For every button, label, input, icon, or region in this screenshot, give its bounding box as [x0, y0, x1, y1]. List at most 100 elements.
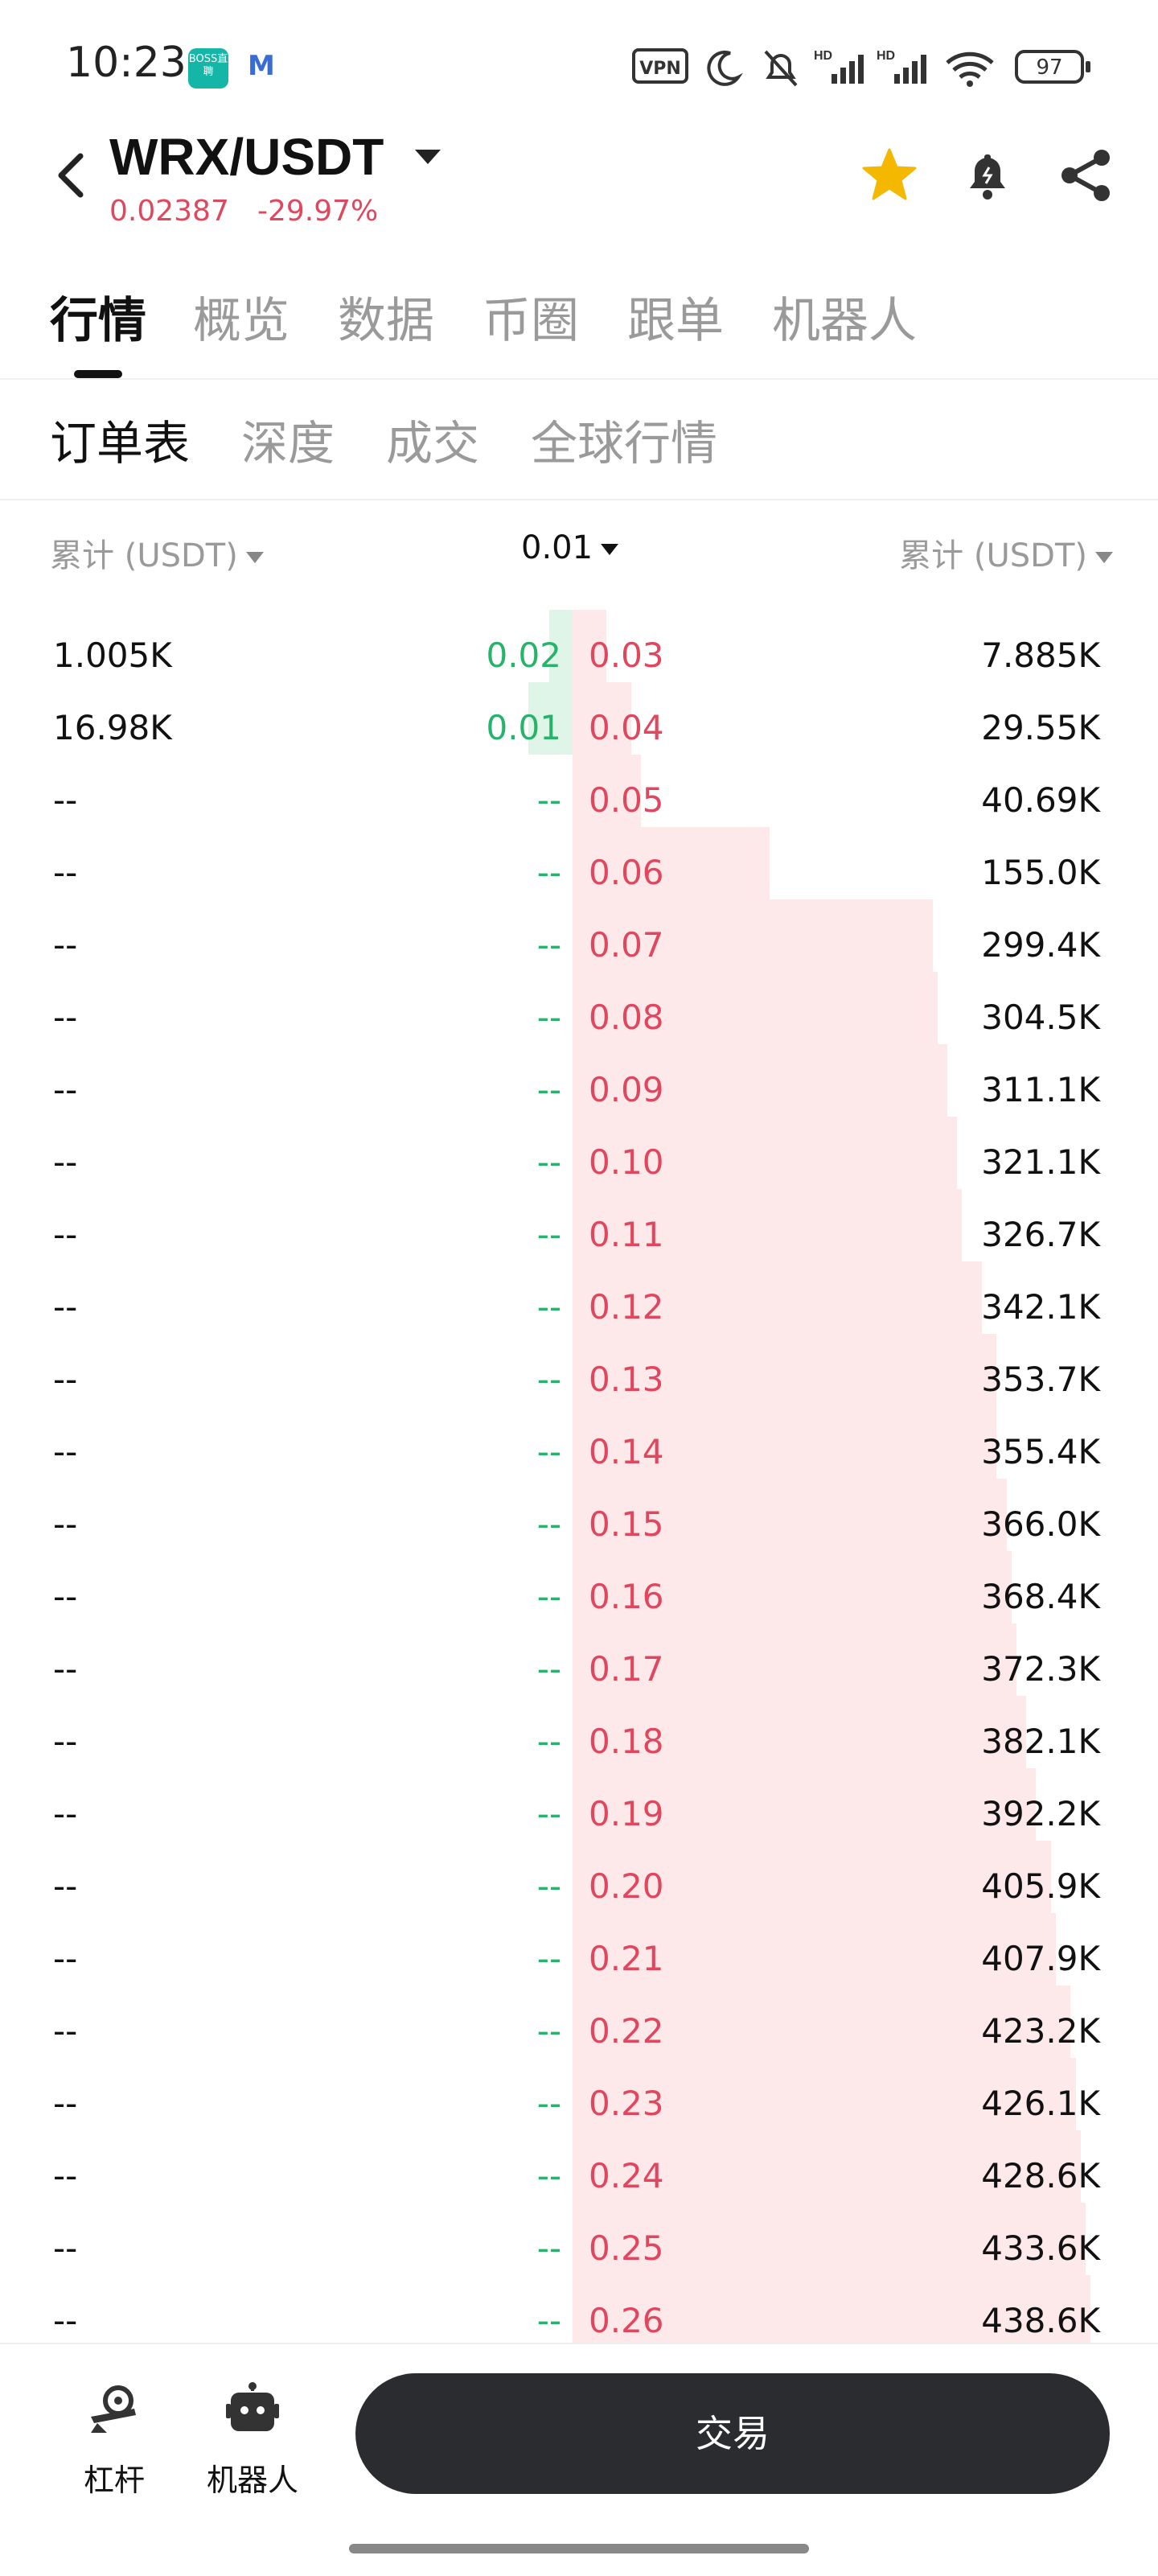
order-book-row[interactable]: -- -- 0.05 40.69K [0, 764, 1158, 837]
order-book-row[interactable]: -- -- 0.26 438.6K [0, 2285, 1158, 2343]
subtab-global-market[interactable]: 全球行情 [531, 416, 718, 471]
order-book-row[interactable]: -- -- 0.24 428.6K [0, 2140, 1158, 2212]
ask-total: 342.1K [981, 1287, 1100, 1327]
bid-total: -- [53, 2301, 78, 2340]
trade-button[interactable]: 交易 [355, 2373, 1110, 2494]
order-book-row[interactable]: -- -- 0.20 405.9K [0, 1850, 1158, 1923]
order-book-row[interactable]: -- -- 0.19 392.2K [0, 1778, 1158, 1850]
robot-button[interactable]: 机器人 [196, 2381, 309, 2500]
ask-price: 0.21 [589, 1939, 664, 1978]
subtab-order-book[interactable]: 订单表 [50, 416, 191, 471]
bid-total: -- [53, 1287, 78, 1327]
order-book-row[interactable]: -- -- 0.25 433.6K [0, 2212, 1158, 2285]
bid-total: -- [53, 2228, 78, 2268]
favorite-star-icon[interactable] [859, 145, 920, 206]
tab-overview[interactable]: 概览 [193, 293, 290, 349]
order-book-row[interactable]: -- -- 0.18 382.1K [0, 1706, 1158, 1778]
order-book-row[interactable]: -- -- 0.06 155.0K [0, 837, 1158, 909]
ask-total-header[interactable]: 累计 (USDT) [899, 529, 1113, 576]
tab-market[interactable]: 行情 [50, 293, 146, 349]
ask-total: 407.9K [981, 1939, 1100, 1978]
bid-total-header-label: 累计 (USDT) [50, 537, 238, 574]
bid-price: -- [536, 2084, 561, 2123]
pair-dropdown-icon[interactable] [412, 145, 444, 169]
precision-selector[interactable]: 0.01 [521, 529, 619, 566]
ask-depth-bar [573, 2058, 1076, 2130]
bid-price: -- [536, 1794, 561, 1833]
order-book-row[interactable]: -- -- 0.16 368.4K [0, 1561, 1158, 1633]
mute-bell-icon [764, 50, 798, 87]
bid-total: -- [53, 998, 78, 1037]
order-book-row[interactable]: -- -- 0.12 342.1K [0, 1271, 1158, 1344]
ask-depth-bar [573, 972, 938, 1044]
subtab-depth[interactable]: 深度 [241, 416, 335, 471]
bid-price: -- [536, 1287, 561, 1327]
ask-total: 372.3K [981, 1649, 1100, 1689]
bid-total: -- [53, 1504, 78, 1544]
ask-total: 405.9K [981, 1866, 1100, 1906]
ask-depth-bar [573, 1479, 1007, 1551]
ask-total: 382.1K [981, 1722, 1100, 1761]
share-icon[interactable] [1055, 145, 1116, 206]
precision-value: 0.01 [521, 529, 593, 566]
ask-depth-bar [573, 2130, 1081, 2203]
bid-total: -- [53, 1794, 78, 1833]
bid-price: -- [536, 1142, 561, 1182]
bid-total: -- [53, 1939, 78, 1978]
order-book-row[interactable]: -- -- 0.14 355.4K [0, 1416, 1158, 1488]
subtab-trades[interactable]: 成交 [386, 416, 480, 471]
bid-price: -- [536, 2301, 561, 2340]
ask-depth-bar [573, 1551, 1012, 1623]
tab-bots[interactable]: 机器人 [772, 293, 917, 349]
tab-community[interactable]: 币圈 [482, 293, 579, 349]
subtabs-divider [0, 499, 1158, 500]
home-indicator[interactable] [349, 2544, 809, 2553]
ask-total: 438.6K [981, 2301, 1100, 2340]
order-book-row[interactable]: -- -- 0.17 372.3K [0, 1633, 1158, 1706]
mail-app-icon: M [248, 50, 275, 82]
ask-price: 0.09 [589, 1070, 664, 1109]
ask-price: 0.06 [589, 853, 664, 892]
order-book-row[interactable]: -- -- 0.22 423.2K [0, 1995, 1158, 2068]
bid-price: -- [536, 2228, 561, 2268]
ask-price: 0.23 [589, 2084, 664, 2123]
ask-depth-bar [573, 2275, 1090, 2343]
ask-depth-bar [573, 1985, 1070, 2058]
order-book-row[interactable]: -- -- 0.13 353.7K [0, 1344, 1158, 1416]
price-alert-bell-icon[interactable] [957, 145, 1018, 206]
chevron-down-icon [1095, 552, 1113, 563]
order-book-row[interactable]: 16.98K 0.01 0.04 29.55K [0, 692, 1158, 764]
back-button[interactable] [48, 150, 93, 201]
bid-price: -- [536, 1070, 561, 1109]
ask-price: 0.07 [589, 925, 664, 965]
order-book-row[interactable]: -- -- 0.07 299.4K [0, 909, 1158, 981]
bid-total: -- [53, 1866, 78, 1906]
leverage-button[interactable]: 杠杆 [58, 2381, 170, 2500]
ask-total: 321.1K [981, 1142, 1100, 1182]
ask-depth-bar [573, 1768, 1036, 1841]
bid-total: -- [53, 1070, 78, 1109]
order-book-row[interactable]: -- -- 0.08 304.5K [0, 981, 1158, 1054]
moon-icon [707, 50, 740, 86]
pair-title[interactable]: WRX/USDT [109, 128, 384, 186]
order-book-row[interactable]: 1.005K 0.02 0.03 7.885K [0, 619, 1158, 692]
order-book-row[interactable]: -- -- 0.10 321.1K [0, 1126, 1158, 1199]
order-book-row[interactable]: -- -- 0.11 326.7K [0, 1199, 1158, 1271]
order-book-row[interactable]: -- -- 0.23 426.1K [0, 2068, 1158, 2140]
bid-total: -- [53, 780, 78, 820]
tab-copy-trading[interactable]: 跟单 [627, 293, 724, 349]
ask-price: 0.25 [589, 2228, 664, 2268]
order-book-row[interactable]: -- -- 0.15 366.0K [0, 1488, 1158, 1561]
ask-price: 0.05 [589, 780, 664, 820]
order-book-row[interactable]: -- -- 0.09 311.1K [0, 1054, 1158, 1126]
bid-total: -- [53, 1215, 78, 1254]
ask-price: 0.04 [589, 708, 664, 747]
bid-price: -- [536, 1649, 561, 1689]
bid-total-header[interactable]: 累计 (USDT) [50, 529, 264, 576]
signal-2-icon: HD [877, 49, 926, 84]
bid-total: -- [53, 925, 78, 965]
ask-price: 0.17 [589, 1649, 664, 1689]
tab-data[interactable]: 数据 [338, 293, 434, 349]
ask-total: 368.4K [981, 1577, 1100, 1616]
order-book-row[interactable]: -- -- 0.21 407.9K [0, 1923, 1158, 1995]
